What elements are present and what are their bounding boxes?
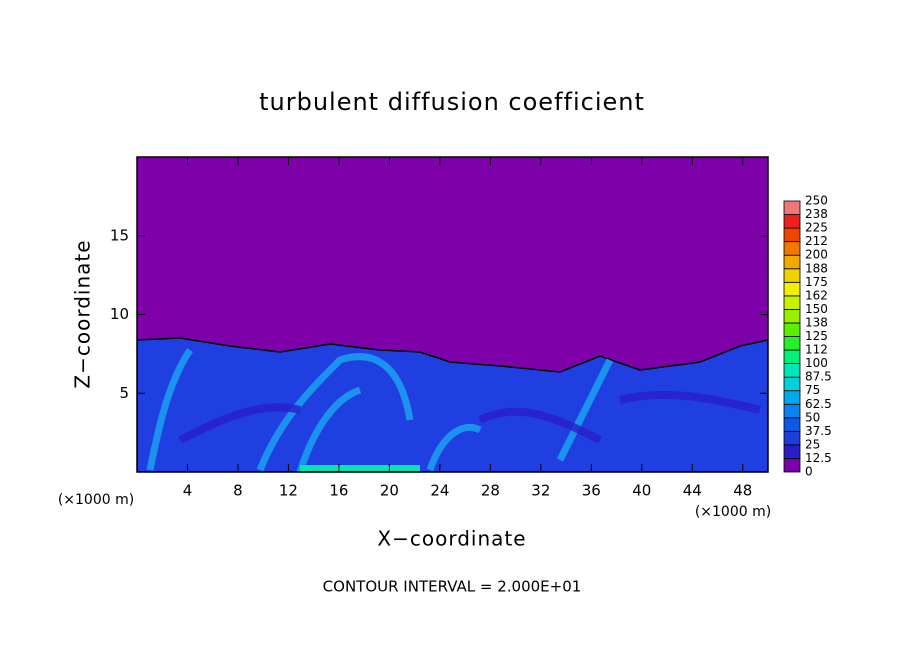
y-tick-label: 15 <box>110 226 129 244</box>
colorbar-label: 162 <box>805 288 828 302</box>
x-axis-label: X−coordinate <box>377 527 526 551</box>
x-tick-label: 24 <box>430 482 449 500</box>
colorbar-bin <box>783 444 801 459</box>
colorbar-bin <box>783 403 801 419</box>
colorbar-label: 87.5 <box>805 370 832 384</box>
y-tick-label: 10 <box>110 305 129 323</box>
note: CONTOUR INTERVAL = 2.000E+01 <box>323 578 582 596</box>
colorbar-label: 212 <box>805 234 828 248</box>
colorbar-label: 112 <box>805 343 828 357</box>
colorbar-bin <box>783 281 801 297</box>
y-axis-label: Z−coordinate <box>71 239 95 388</box>
streak <box>146 348 614 472</box>
colorbar-bin <box>783 458 801 473</box>
colorbar-bin <box>783 417 801 432</box>
x-tick-label: 36 <box>582 482 601 500</box>
colorbar-bin <box>783 376 801 392</box>
colorbar-bin <box>783 227 801 243</box>
colorbar-label: 250 <box>805 194 828 208</box>
x-tick-label: 40 <box>632 482 651 500</box>
field <box>137 157 768 472</box>
x-tick-label: 44 <box>683 482 702 500</box>
colorbar-label: 37.5 <box>805 424 832 438</box>
colorbar-label: 50 <box>805 410 820 424</box>
colorbar-label: 188 <box>805 261 828 275</box>
colorbar-bin <box>783 349 801 364</box>
chart-title: turbulent diffusion coefficient <box>259 88 645 116</box>
colorbar-bin <box>783 268 801 283</box>
x-unit-label: (×1000 m) <box>58 492 134 508</box>
x-tick-label: 20 <box>380 482 399 500</box>
x-tick-label: 8 <box>233 482 243 500</box>
colorbar-bin <box>783 214 801 229</box>
colorbar-bin <box>783 295 801 310</box>
colorbar-label: 62.5 <box>805 397 832 411</box>
colorbar-label: 175 <box>805 275 828 289</box>
colorbar-bin <box>783 336 801 351</box>
colorbar-label: 125 <box>805 329 828 343</box>
colorbar-bin <box>783 322 801 337</box>
colorbar-bin <box>783 308 801 324</box>
colorbar-bin <box>783 254 801 270</box>
x-tick-label: 4 <box>183 482 193 500</box>
colorbar-label: 200 <box>805 248 828 262</box>
colorbar-label: 225 <box>805 221 828 235</box>
x-tick-label: 12 <box>279 482 298 500</box>
x-tick-label: 16 <box>329 482 348 500</box>
colorbar-label: 25 <box>805 437 820 451</box>
y-tick-label: 5 <box>119 384 129 402</box>
colorbar-label: 238 <box>805 207 828 221</box>
colorbar-bin <box>783 430 801 446</box>
colorbar-bin <box>783 390 801 405</box>
x-tick-label: 32 <box>531 482 550 500</box>
colorbar-bin <box>783 200 801 215</box>
colorbar-label: 12.5 <box>805 451 832 465</box>
colorbar-bin <box>783 363 801 378</box>
turbulent-layer <box>137 337 768 472</box>
colorbar-bin <box>783 241 801 256</box>
x-tick-label: 28 <box>481 482 500 500</box>
colorbar-label: 100 <box>805 356 828 370</box>
colorbar-label: 138 <box>805 315 828 329</box>
x-unit-label: (×1000 m) <box>695 504 771 520</box>
x-tick-label: 48 <box>733 482 752 500</box>
colorbar-label: 0 <box>805 465 813 479</box>
colorbar-label: 75 <box>805 383 820 397</box>
colorbar-label: 150 <box>805 302 828 316</box>
streak <box>178 390 761 444</box>
